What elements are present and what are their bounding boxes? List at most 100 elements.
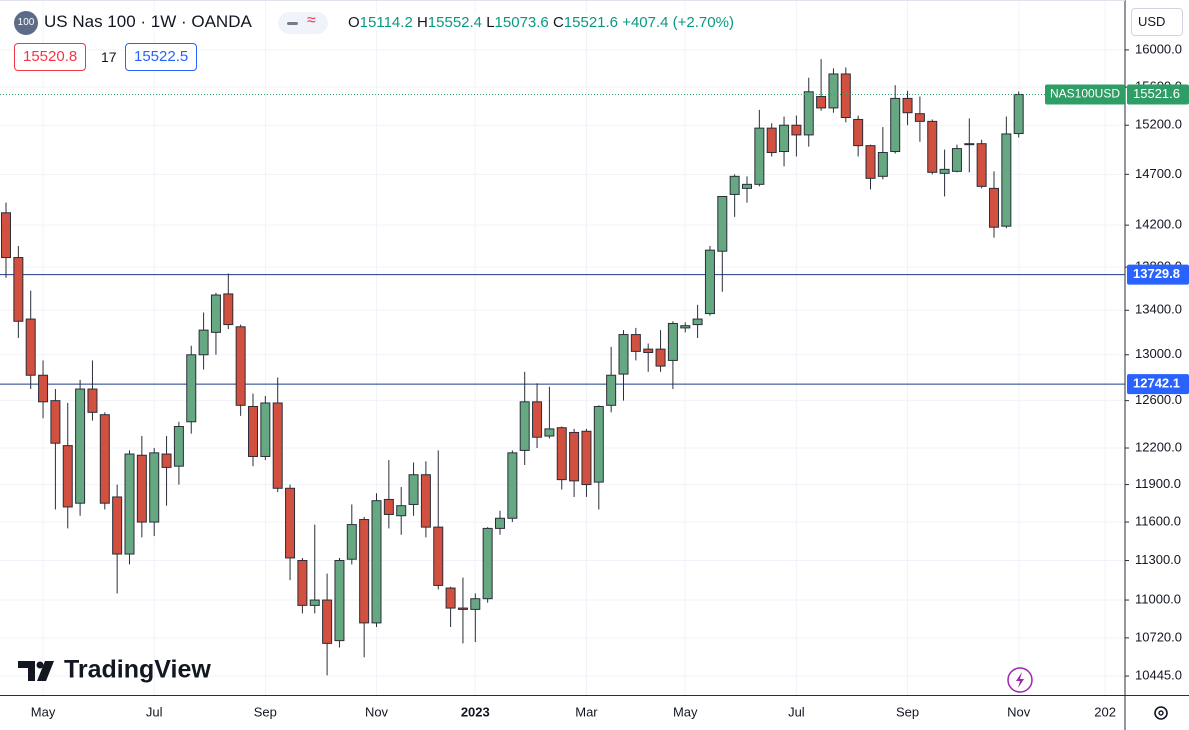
x-tick-label: 2023: [461, 704, 490, 719]
y-tick-label: 14700.0: [1135, 166, 1182, 181]
candle-body: [865, 145, 876, 179]
candle-body: [914, 113, 925, 122]
candle-body: [667, 322, 678, 361]
logo-mark: [18, 661, 35, 681]
candle-body: [1013, 93, 1024, 135]
candle-body: [38, 374, 49, 403]
candle-body: [334, 560, 345, 642]
candle-body: [482, 527, 493, 600]
candle-body: [124, 453, 135, 555]
ohlc-legend: O15114.2 H15552.4 L15073.6 C15521.6 +407…: [348, 14, 734, 31]
indicator-toggle[interactable]: ≈: [278, 12, 328, 34]
candle-body: [99, 414, 110, 504]
buy-button[interactable]: 15522.5: [125, 43, 198, 71]
candle-body: [136, 454, 147, 523]
candle-body: [322, 599, 333, 644]
x-tick-label: Sep: [896, 704, 919, 719]
candle-body: [606, 374, 617, 406]
candle-body: [371, 500, 382, 624]
candle-body: [186, 354, 197, 423]
candle-body: [210, 294, 221, 333]
candle-body: [87, 388, 98, 413]
candle-body: [989, 187, 999, 228]
candle-body: [260, 402, 271, 457]
candle-body: [519, 401, 530, 451]
candle-body: [877, 152, 888, 177]
ohlc-label: L: [486, 14, 495, 31]
x-tick-label: Mar: [575, 704, 598, 719]
candles: [0, 59, 1125, 676]
y-tick-label: 12200.0: [1135, 439, 1182, 454]
candle-body: [692, 318, 703, 326]
candle-body: [618, 334, 629, 375]
y-tick-label: 10720.0: [1135, 629, 1182, 644]
candle-body: [346, 524, 357, 560]
candle-body: [544, 428, 555, 437]
candle-body: [630, 334, 641, 352]
y-tick-label: 12600.0: [1135, 392, 1182, 407]
settings-button[interactable]: [1154, 706, 1168, 720]
candle-body: [457, 607, 468, 610]
candle-body: [581, 430, 592, 486]
candle-body: [75, 388, 86, 504]
y-tick-label: 11600.0: [1135, 513, 1181, 528]
ohlc-label: H: [416, 14, 428, 31]
y-tick-label: 13400.0: [1135, 302, 1182, 317]
candle-body: [396, 505, 407, 517]
minus-icon[interactable]: [287, 22, 298, 25]
candle-body: [779, 124, 790, 153]
candle-body: [173, 426, 184, 467]
logo-mark: [37, 661, 54, 681]
candle-body: [655, 348, 666, 367]
candle-body: [593, 405, 604, 483]
sell-button[interactable]: 15520.8: [14, 43, 87, 71]
candle-body: [976, 143, 987, 187]
candle-body: [25, 318, 36, 376]
price-label-bg: [1127, 374, 1189, 395]
candle-body: [1, 212, 11, 259]
candle-body: [532, 401, 543, 438]
ohlc-value: 15073.6: [494, 14, 549, 31]
y-tick-label: 16000.0: [1135, 41, 1182, 56]
candle-body: [149, 452, 160, 523]
candle-body: [951, 148, 962, 172]
candle-body: [643, 348, 654, 354]
last-price-bg: [1127, 84, 1189, 105]
x-tick-label: Nov: [1007, 704, 1031, 719]
lightning-button[interactable]: [1007, 667, 1033, 693]
wave-icon[interactable]: ≈: [307, 12, 316, 29]
gear-icon[interactable]: [1154, 706, 1168, 720]
price-label: 13729.8: [1133, 266, 1180, 281]
y-tick-label: 13000.0: [1135, 346, 1182, 361]
candle-body: [803, 91, 814, 136]
change: +407.4 (+2.70%): [622, 14, 734, 31]
candle-body: [297, 560, 308, 606]
candle-body: [359, 519, 370, 624]
candle-body: [285, 487, 296, 559]
candle-body: [1001, 133, 1012, 227]
gear-icon[interactable]: [1158, 710, 1164, 716]
currency-selector[interactable]: USD: [1131, 8, 1183, 36]
last-price-label: 15521.6: [1133, 86, 1180, 101]
x-tick-label: 202: [1094, 704, 1116, 719]
price-label: 12742.1: [1133, 376, 1180, 391]
ohlc-label: O: [348, 14, 360, 31]
candle-body: [272, 402, 283, 489]
y-tick-label: 14200.0: [1135, 217, 1182, 232]
symbol-badge: 100: [14, 11, 38, 35]
x-tick-label: Sep: [254, 704, 277, 719]
tradingview-logo: TradingView: [18, 656, 211, 684]
axes: 10445.0 10720.0 11000.0 11300.0 11600.0 11900…: [31, 41, 1189, 719]
ohlc-value: 15114.2: [359, 14, 413, 31]
symbol-label: NAS100USD: [1050, 87, 1120, 101]
symbol-title[interactable]: US Nas 100 · 1W · OANDA: [44, 12, 252, 32]
candle-body: [445, 587, 456, 609]
symbol-label-bg: [1045, 84, 1125, 105]
candle-body: [828, 73, 839, 109]
price-label-bg: [1127, 264, 1189, 285]
lightning-icon[interactable]: [1016, 672, 1024, 688]
x-tick-label: Nov: [365, 704, 389, 719]
candle-body: [408, 474, 419, 505]
